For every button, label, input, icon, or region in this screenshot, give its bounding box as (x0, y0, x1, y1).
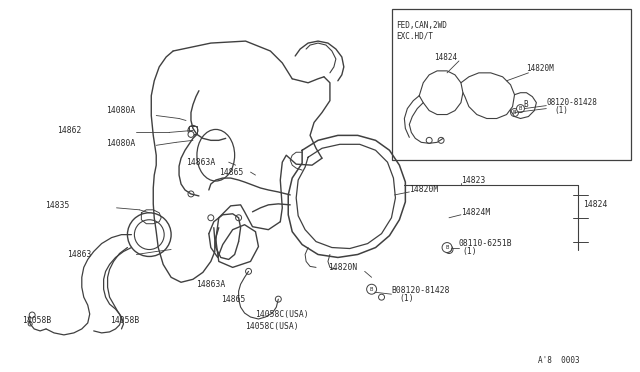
Text: FED,CAN,2WD: FED,CAN,2WD (396, 21, 447, 30)
Circle shape (442, 243, 452, 253)
Text: 14835: 14835 (45, 201, 70, 210)
Text: 14824: 14824 (583, 201, 607, 209)
Circle shape (438, 137, 444, 143)
Circle shape (246, 268, 252, 274)
Text: 14058B: 14058B (22, 317, 51, 326)
Text: 14058C(USA): 14058C(USA) (246, 323, 299, 331)
Text: 14080A: 14080A (106, 106, 135, 115)
Circle shape (511, 109, 518, 116)
Text: B: B (524, 100, 528, 109)
Circle shape (127, 213, 171, 256)
Circle shape (378, 294, 385, 300)
Text: B: B (513, 110, 516, 115)
Text: 14823: 14823 (461, 176, 485, 185)
Circle shape (134, 220, 164, 250)
Text: 14058C(USA): 14058C(USA) (255, 310, 309, 318)
Text: B: B (519, 106, 522, 111)
Text: B: B (445, 245, 449, 250)
Text: 14820M: 14820M (527, 64, 554, 73)
Bar (189, 126, 197, 134)
Circle shape (516, 105, 524, 113)
Text: 14865: 14865 (221, 295, 245, 304)
Text: (1): (1) (554, 106, 568, 115)
Text: B08120-81428: B08120-81428 (392, 286, 450, 295)
Bar (392, 9, 630, 160)
Text: 08110-6251B: 08110-6251B (459, 239, 513, 248)
Circle shape (426, 137, 432, 143)
Circle shape (445, 246, 453, 253)
Text: 14824: 14824 (435, 54, 458, 62)
Text: 14058B: 14058B (109, 317, 139, 326)
Text: EXC.HD/T: EXC.HD/T (396, 31, 433, 40)
Circle shape (367, 284, 376, 294)
Text: A'8  0003: A'8 0003 (538, 356, 580, 365)
Text: 14862: 14862 (58, 126, 82, 135)
Text: 14863: 14863 (67, 250, 92, 259)
Circle shape (188, 191, 194, 197)
Text: 14863A: 14863A (186, 158, 215, 167)
Text: 14824M: 14824M (461, 208, 490, 217)
Circle shape (208, 215, 214, 221)
Circle shape (188, 125, 198, 135)
Circle shape (188, 131, 194, 137)
Text: 14080A: 14080A (106, 139, 135, 148)
Circle shape (447, 247, 451, 252)
Text: 14820N: 14820N (328, 263, 357, 272)
Circle shape (236, 215, 241, 221)
Text: 14820M: 14820M (410, 186, 438, 195)
Circle shape (275, 296, 282, 302)
Text: (1): (1) (399, 294, 414, 303)
Text: B: B (370, 287, 373, 292)
Text: 14863A: 14863A (196, 280, 225, 289)
Text: 08120-81428: 08120-81428 (547, 98, 597, 107)
Text: 14865: 14865 (219, 168, 243, 177)
Text: (1): (1) (462, 247, 477, 256)
